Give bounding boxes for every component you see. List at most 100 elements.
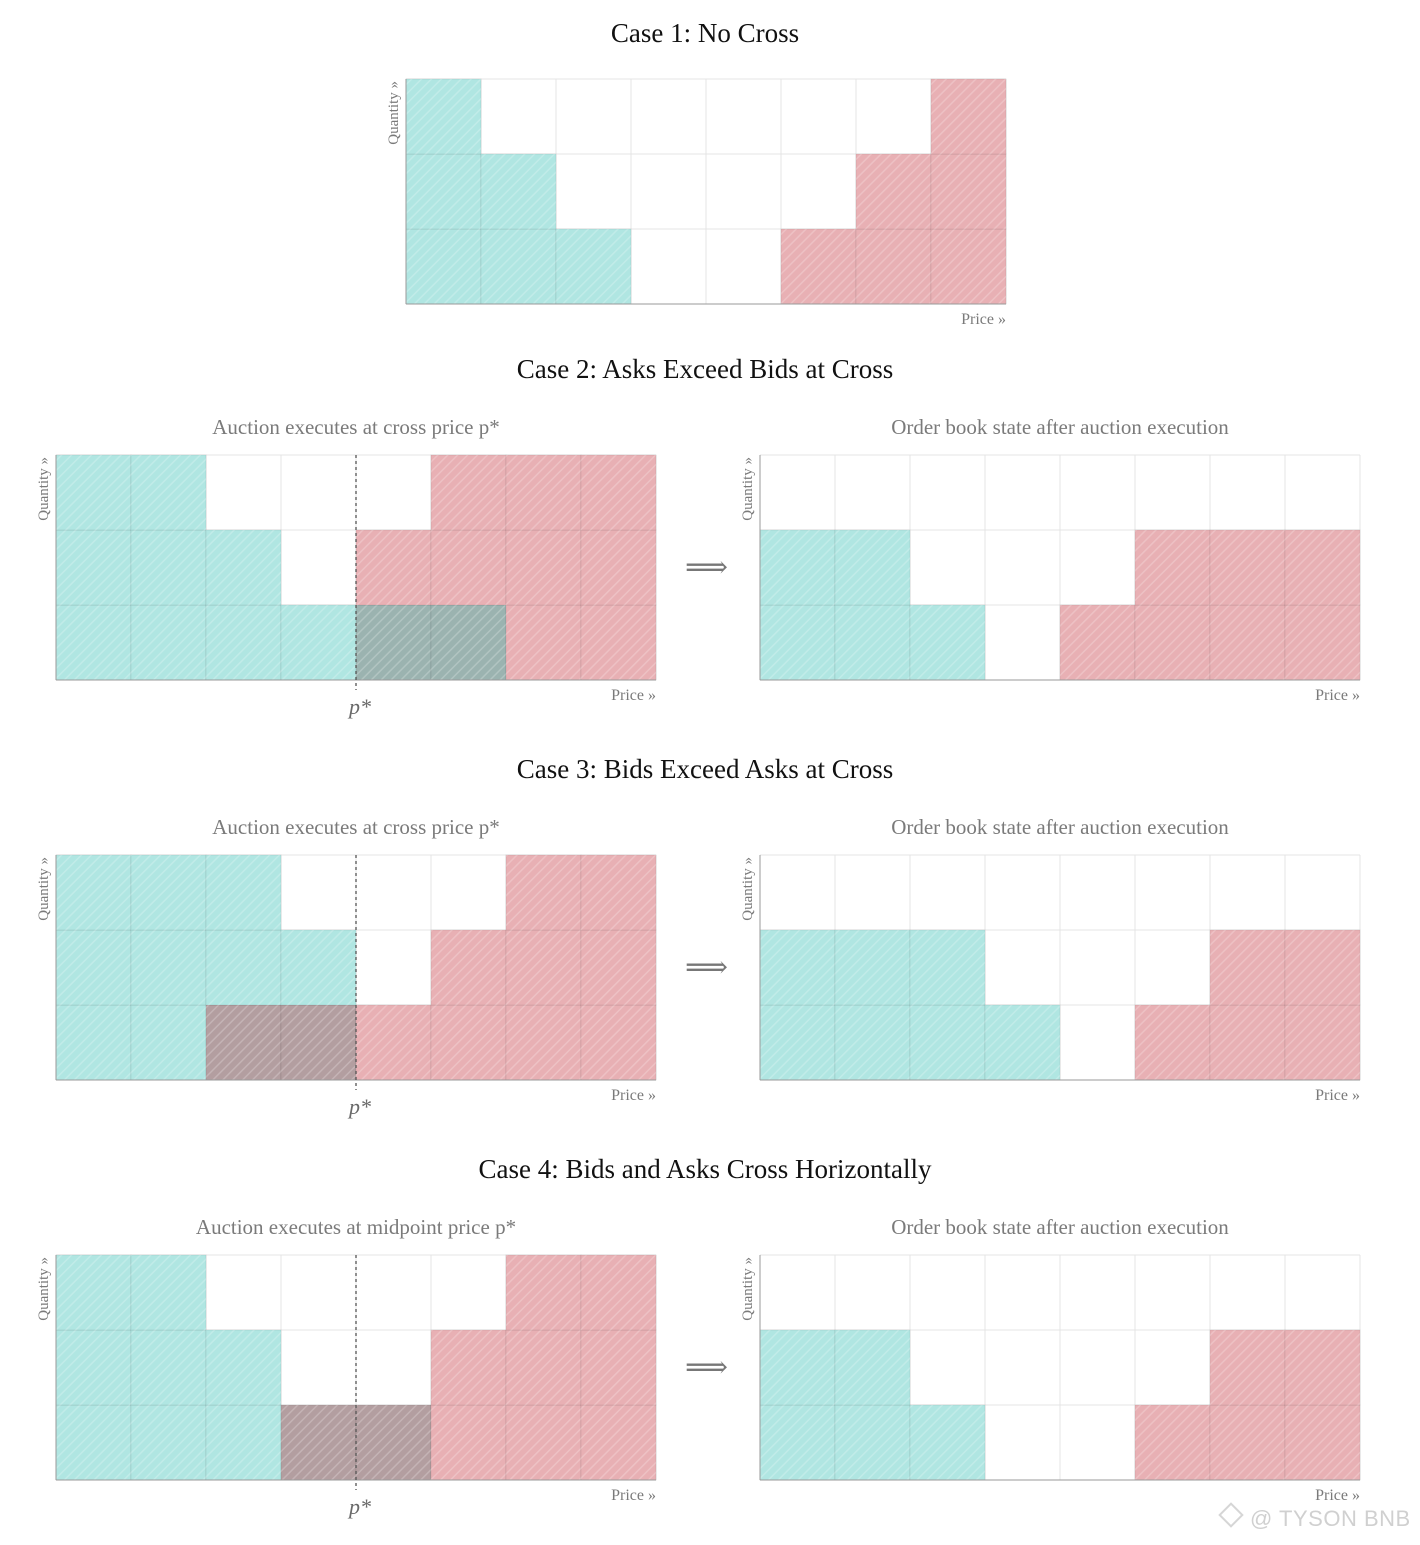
bid-cell-hatch	[481, 229, 556, 304]
ask-cell-hatch	[1210, 1005, 1285, 1080]
ask-cell-hatch	[431, 1005, 506, 1080]
ask-cell-hatch	[506, 1005, 581, 1080]
bid-cell-hatch	[56, 1005, 131, 1080]
ask-cell-hatch	[506, 855, 581, 930]
ask-cell-hatch	[356, 530, 431, 605]
ask-cell-hatch	[1210, 1405, 1285, 1480]
case-4-right-subtitle: Order book state after auction execution	[891, 1215, 1229, 1239]
bid-cell-hatch	[835, 1330, 910, 1405]
bid-cell-hatch	[56, 1330, 131, 1405]
bid-cell-hatch	[910, 605, 985, 680]
ask-cell-hatch	[581, 930, 656, 1005]
case-4-left-subtitle: Auction executes at midpoint price p*	[195, 1215, 517, 1239]
bid-cell-hatch	[835, 1005, 910, 1080]
ask-cell-hatch	[1285, 1405, 1360, 1480]
x-axis-label: Price »	[611, 1487, 656, 1504]
y-axis-label: Quantity »	[386, 81, 402, 145]
y-axis-label: Quantity »	[740, 1257, 756, 1321]
transition-arrow: ⟹	[685, 1351, 729, 1384]
bid-cell-hatch	[835, 1405, 910, 1480]
bid-cell-hatch	[481, 154, 556, 229]
y-axis-label: Quantity »	[36, 457, 52, 521]
ask-cell-hatch	[1135, 1005, 1210, 1080]
bid-cell-hatch	[760, 1005, 835, 1080]
case-2-right-subtitle: Order book state after auction execution	[891, 415, 1229, 439]
matched-cell-hatch	[281, 1005, 356, 1080]
bid-cell-hatch	[910, 1405, 985, 1480]
ask-cell-hatch	[931, 79, 1006, 154]
ask-cell-hatch	[1285, 530, 1360, 605]
watermark-logo-icon	[1218, 1502, 1244, 1528]
ask-cell-hatch	[506, 530, 581, 605]
x-axis-label: Price »	[611, 687, 656, 704]
ask-cell-hatch	[431, 930, 506, 1005]
ask-cell-hatch	[1210, 1330, 1285, 1405]
matched-cell-hatch	[281, 1405, 356, 1480]
bid-cell-hatch	[910, 1005, 985, 1080]
ask-cell-hatch	[931, 154, 1006, 229]
transition-arrow: ⟹	[685, 551, 729, 584]
bid-cell-hatch	[131, 530, 206, 605]
bid-cell-hatch	[56, 1405, 131, 1480]
ask-cell-hatch	[1210, 605, 1285, 680]
bid-cell-hatch	[760, 930, 835, 1005]
bid-cell-hatch	[281, 605, 356, 680]
ask-cell-hatch	[856, 229, 931, 304]
ask-cell-hatch	[506, 1255, 581, 1330]
bid-cell-hatch	[835, 530, 910, 605]
bid-cell-hatch	[206, 1405, 281, 1480]
bid-cell-hatch	[131, 605, 206, 680]
bid-cell-hatch	[131, 930, 206, 1005]
bid-cell-hatch	[281, 930, 356, 1005]
x-axis-label: Price »	[961, 311, 1006, 328]
bid-cell-hatch	[760, 1405, 835, 1480]
bid-cell-hatch	[131, 855, 206, 930]
chart-case-3-before: Quantity » Price » p*	[36, 854, 657, 1119]
ask-cell-hatch	[1210, 530, 1285, 605]
transition-arrow: ⟹	[685, 951, 729, 984]
case-3-right-subtitle: Order book state after auction execution	[891, 815, 1229, 839]
case-1-title: Case 1: No Cross	[610, 18, 800, 48]
bid-cell-hatch	[56, 1255, 131, 1330]
ask-cell-hatch	[1060, 605, 1135, 680]
ask-cell-hatch	[581, 1405, 656, 1480]
matched-cell-hatch	[356, 1405, 431, 1480]
bid-cell-hatch	[910, 930, 985, 1005]
y-axis-label: Quantity »	[740, 857, 756, 921]
bid-cell-hatch	[760, 1330, 835, 1405]
matched-cell-hatch	[431, 605, 506, 680]
bid-cell-hatch	[556, 229, 631, 304]
ask-cell-hatch	[931, 229, 1006, 304]
ask-cell-hatch	[581, 1330, 656, 1405]
chart-case-1: Quantity » Price »	[386, 78, 1007, 328]
ask-cell-hatch	[506, 930, 581, 1005]
chart-case-3-after: Quantity » Price »	[740, 854, 1361, 1104]
bid-cell-hatch	[835, 930, 910, 1005]
cross-price-label: p*	[347, 694, 371, 719]
case-2-title: Case 2: Asks Exceed Bids at Cross	[516, 354, 894, 384]
bid-cell-hatch	[206, 530, 281, 605]
cross-price-label: p*	[347, 1494, 371, 1519]
x-axis-label: Price »	[1315, 1087, 1360, 1104]
case-2-left-subtitle: Auction executes at cross price p*	[212, 415, 500, 439]
ask-cell-hatch	[431, 1330, 506, 1405]
bid-cell-hatch	[56, 455, 131, 530]
case-3-title: Case 3: Bids Exceed Asks at Cross	[516, 754, 894, 784]
bid-cell-hatch	[406, 229, 481, 304]
ask-cell-hatch	[581, 605, 656, 680]
bid-cell-hatch	[406, 79, 481, 154]
ask-cell-hatch	[781, 229, 856, 304]
bid-cell-hatch	[131, 1330, 206, 1405]
bid-cell-hatch	[206, 605, 281, 680]
ask-cell-hatch	[581, 530, 656, 605]
matched-cell-hatch	[206, 1005, 281, 1080]
ask-cell-hatch	[1285, 1005, 1360, 1080]
bid-cell-hatch	[131, 1255, 206, 1330]
ask-cell-hatch	[356, 1005, 431, 1080]
ask-cell-hatch	[506, 1330, 581, 1405]
chart-case-4-before: Quantity » Price » p*	[36, 1254, 657, 1519]
bid-cell-hatch	[131, 1005, 206, 1080]
x-axis-label: Price »	[611, 1087, 656, 1104]
ask-cell-hatch	[1285, 930, 1360, 1005]
bid-cell-hatch	[206, 930, 281, 1005]
